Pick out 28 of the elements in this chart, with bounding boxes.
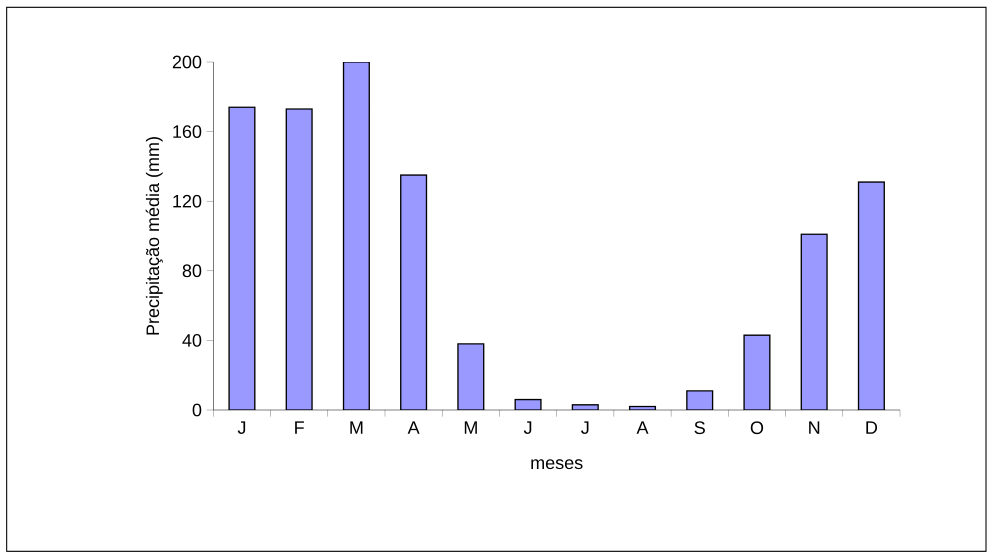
x-tick-label: A bbox=[636, 421, 648, 434]
x-axis-title: meses bbox=[531, 459, 583, 470]
x-tick-label: O bbox=[750, 421, 764, 434]
bar bbox=[228, 106, 256, 410]
bar bbox=[400, 174, 428, 410]
bar bbox=[743, 334, 770, 410]
bar bbox=[858, 181, 885, 410]
bar bbox=[286, 108, 313, 410]
x-tick-label: D bbox=[866, 421, 878, 434]
y-tick-label: 80 bbox=[182, 264, 202, 278]
x-tick-label: J bbox=[524, 421, 532, 434]
x-tick-label: J bbox=[581, 421, 588, 434]
y-tick-label: 40 bbox=[182, 334, 202, 347]
y-tick-label: 0 bbox=[192, 404, 202, 416]
x-tick-label: F bbox=[295, 421, 304, 434]
bar bbox=[800, 234, 828, 410]
x-tick-label: S bbox=[694, 421, 705, 434]
x-tick-label: J bbox=[238, 421, 246, 434]
y-axis-title: Precipitação média (mm) bbox=[146, 137, 163, 335]
x-tick-label: M bbox=[464, 421, 477, 434]
bar bbox=[342, 62, 370, 410]
x-tick-label: N bbox=[809, 421, 820, 434]
x-tick-label: A bbox=[408, 421, 420, 434]
bar bbox=[457, 343, 484, 410]
y-tick-label: 200 bbox=[172, 56, 202, 68]
y-tick-label: 120 bbox=[173, 194, 202, 208]
x-tick-label: M bbox=[350, 421, 362, 434]
y-tick-label: 160 bbox=[173, 125, 202, 138]
